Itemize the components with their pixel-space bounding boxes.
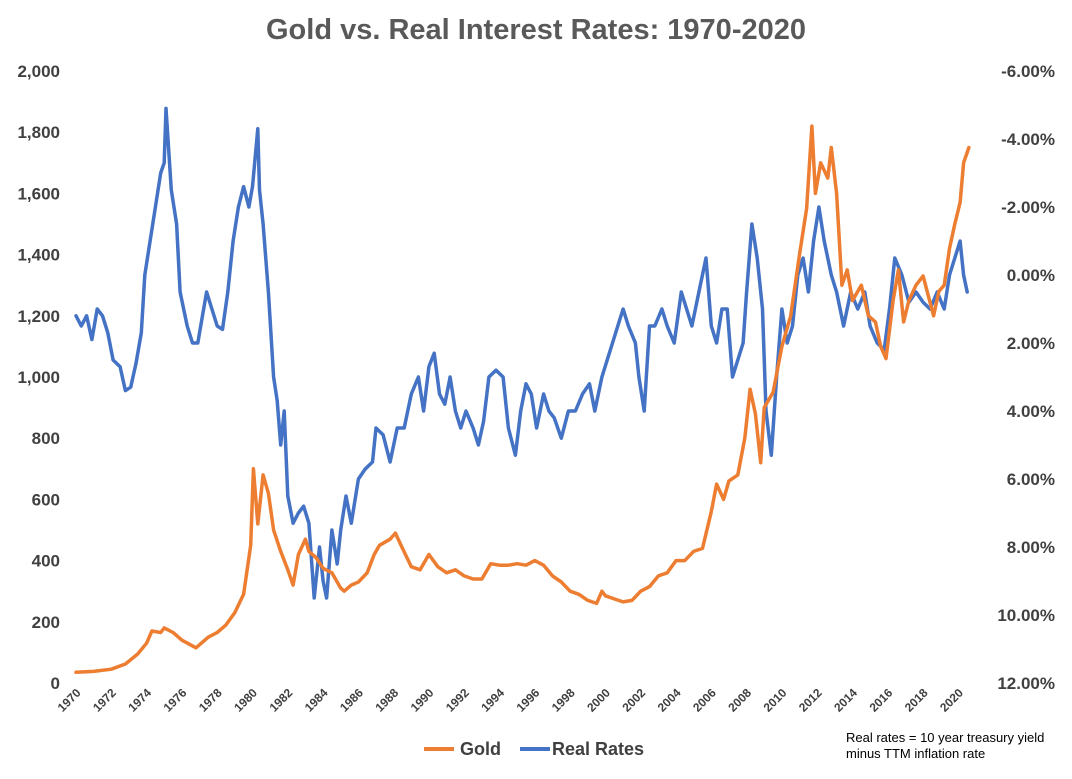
footnote-line-1: Real rates = 10 year treasury yield xyxy=(846,730,1045,745)
x-axis-tick-label: 1980 xyxy=(231,686,260,715)
x-axis-tick-label: 2014 xyxy=(831,686,860,715)
x-axis-tick-label: 1974 xyxy=(125,686,154,715)
left-axis-ticks: 0 200 400 600 800 1,000 1,200 1,400 1,600 1,800 2,… xyxy=(17,62,60,693)
left-axis-tick-label: 800 xyxy=(32,429,60,448)
x-axis-tick-label: 2020 xyxy=(937,686,966,715)
right-axis-tick-label: 4.00% xyxy=(1007,402,1055,421)
right-axis-tick-label: -4.00% xyxy=(1001,130,1055,149)
chart-title: Gold vs. Real Interest Rates: 1970-2020 xyxy=(266,14,806,46)
legend-label-gold: Gold xyxy=(460,739,501,759)
left-axis-tick-label: 2,000 xyxy=(17,62,60,81)
x-axis-tick-label: 1972 xyxy=(90,686,119,715)
left-axis-tick-label: 1,800 xyxy=(17,123,60,142)
x-axis-tick-label: 1982 xyxy=(267,686,296,715)
left-axis-tick-label: 1,600 xyxy=(17,184,60,203)
x-axis-tick-label: 1996 xyxy=(514,686,543,715)
right-axis-tick-label: 8.00% xyxy=(1007,538,1055,557)
x-axis-tick-label: 1988 xyxy=(372,686,401,715)
x-axis-tick-label: 2006 xyxy=(690,686,719,715)
right-axis-tick-label: 10.00% xyxy=(997,606,1055,625)
left-axis-tick-label: 400 xyxy=(32,552,60,571)
x-axis-tick-label: 1990 xyxy=(408,686,437,715)
left-axis-tick-label: 1,200 xyxy=(17,307,60,326)
x-axis-tick-label: 2012 xyxy=(796,686,825,715)
right-axis-tick-label: 0.00% xyxy=(1007,266,1055,285)
plot-lines xyxy=(74,106,971,675)
legend: Gold Real Rates xyxy=(424,739,644,759)
legend-label-real-rates: Real Rates xyxy=(552,739,644,759)
right-axis-tick-label: 12.00% xyxy=(997,674,1055,693)
x-axis-ticks: 1970 1972 1974 1976 1978 1980 1982 1984 1986 1988… xyxy=(55,686,966,715)
x-axis-tick-label: 2016 xyxy=(867,686,896,715)
x-axis-tick-label: 2000 xyxy=(584,686,613,715)
x-axis-tick-label: 1998 xyxy=(549,686,578,715)
right-axis-ticks: 12.00% 10.00% 8.00% 6.00% 4.00% 2.00% 0.00% -2.… xyxy=(997,62,1055,693)
left-axis-tick-label: 200 xyxy=(32,613,60,632)
x-axis-tick-label: 1992 xyxy=(443,686,472,715)
x-axis-tick-label: 1976 xyxy=(161,686,190,715)
footnote: Real rates = 10 year treasury yield minu… xyxy=(846,730,1044,762)
x-axis-tick-label: 1994 xyxy=(478,686,507,715)
series-line-real-rates xyxy=(74,106,969,600)
series-line-gold xyxy=(74,124,971,675)
left-axis-tick-label: 1,000 xyxy=(17,368,60,387)
x-axis-tick-label: 2010 xyxy=(761,686,790,715)
left-axis-tick-label: 1,400 xyxy=(17,246,60,265)
left-axis-tick-label: 600 xyxy=(32,490,60,509)
x-axis-tick-label: 1984 xyxy=(302,686,331,715)
right-axis-tick-label: 2.00% xyxy=(1007,334,1055,353)
right-axis-tick-label: 6.00% xyxy=(1007,470,1055,489)
x-axis-tick-label: 1986 xyxy=(337,686,366,715)
x-axis-tick-label: 2008 xyxy=(725,686,754,715)
x-axis-tick-label: 2018 xyxy=(902,686,931,715)
x-axis-tick-label: 2002 xyxy=(619,686,648,715)
left-axis-tick-label: 0 xyxy=(51,674,60,693)
right-axis-tick-label: -2.00% xyxy=(1001,198,1055,217)
x-axis-tick-label: 2004 xyxy=(655,686,684,715)
footnote-line-2: minus TTM inflation rate xyxy=(846,746,986,761)
x-axis-tick-label: 1978 xyxy=(196,686,225,715)
right-axis-tick-label: -6.00% xyxy=(1001,62,1055,81)
